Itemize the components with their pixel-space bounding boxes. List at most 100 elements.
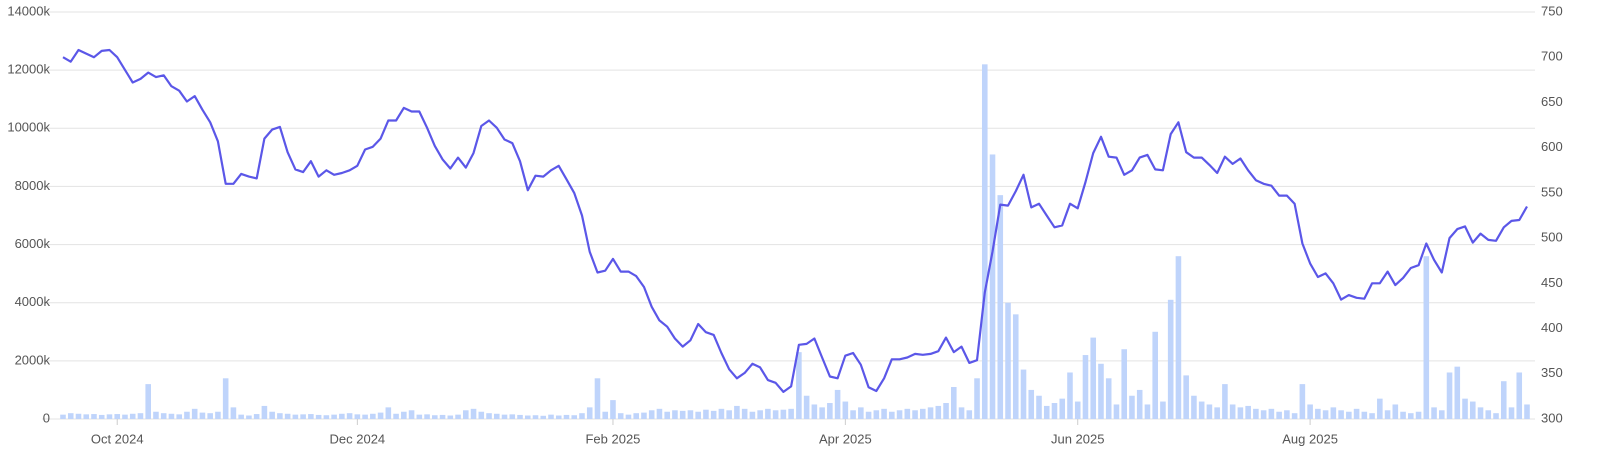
- volume-bar: [432, 415, 438, 419]
- volume-bar: [370, 413, 376, 419]
- volume-bar: [1346, 411, 1352, 419]
- volume-bar: [1322, 410, 1329, 419]
- volume-bar: [1454, 366, 1461, 419]
- volume-bar: [98, 414, 105, 419]
- volume-bar: [997, 195, 1004, 419]
- volume-bar: [1500, 381, 1507, 419]
- y2-tick-label: 450: [1541, 275, 1563, 290]
- volume-bar: [106, 414, 113, 419]
- volume-bar: [129, 413, 136, 419]
- volume-bar: [1005, 302, 1011, 419]
- volume-bar: [470, 408, 477, 419]
- volume-bar: [1446, 372, 1453, 419]
- volume-bar: [1198, 401, 1205, 419]
- volume-bar: [1160, 401, 1166, 419]
- volume-bar: [439, 414, 446, 419]
- volume-bar: [277, 413, 283, 419]
- volume-bar: [1338, 410, 1344, 419]
- volume-bar: [1237, 407, 1244, 419]
- volume-bar: [1423, 256, 1430, 419]
- volume-bar: [540, 415, 547, 419]
- volume-bar: [424, 414, 430, 419]
- volume-bar: [819, 407, 825, 419]
- y2-tick-label: 750: [1541, 3, 1563, 18]
- volume-bar: [710, 410, 717, 419]
- y-tick-label: 12000k: [7, 62, 50, 77]
- volume-bar: [772, 410, 779, 419]
- y-tick-label: 0: [43, 410, 50, 425]
- volume-bar: [1253, 408, 1259, 419]
- volume-bar: [834, 389, 841, 419]
- volume-bar: [1043, 405, 1050, 419]
- x-tick-label: Aug 2025: [1282, 431, 1338, 446]
- volume-bar: [238, 414, 244, 419]
- volume-bar: [664, 411, 670, 419]
- volume-bar: [1191, 395, 1197, 419]
- volume-bar: [501, 414, 508, 419]
- volume-bar: [1431, 407, 1437, 419]
- volume-bar: [648, 410, 655, 419]
- volume-bar: [83, 414, 90, 419]
- volume-bar: [765, 408, 771, 419]
- volume-bar: [734, 405, 740, 419]
- y-tick-label: 6000k: [15, 236, 51, 251]
- volume-bar: [455, 414, 461, 419]
- volume-bar: [656, 408, 663, 419]
- volume-bar: [1462, 398, 1468, 419]
- volume-bar: [571, 415, 578, 419]
- x-tick-label: Dec 2024: [330, 431, 386, 446]
- volume-bar: [401, 411, 407, 419]
- volume-bar: [122, 414, 128, 419]
- volume-bar: [1415, 411, 1422, 419]
- volume-bar: [981, 64, 988, 419]
- y2-tick-label: 550: [1541, 184, 1563, 199]
- volume-bar: [850, 410, 856, 419]
- volume-bar: [974, 378, 980, 419]
- y2-tick-label: 600: [1541, 139, 1563, 154]
- volume-bar: [1090, 337, 1097, 419]
- volume-bar: [145, 384, 151, 419]
- volume-bar: [718, 408, 725, 419]
- volume-bar: [1144, 404, 1151, 419]
- volume-bar: [1183, 375, 1189, 419]
- volume-bar: [1369, 413, 1375, 419]
- volume-bar: [75, 413, 82, 419]
- volume-bar: [207, 413, 213, 419]
- volume-bar: [1051, 403, 1058, 419]
- volume-bar: [493, 413, 500, 419]
- x-tick-label: Feb 2025: [585, 431, 640, 446]
- volume-bar: [1121, 349, 1127, 419]
- volume-bar: [1408, 413, 1414, 419]
- volume-bar: [741, 408, 748, 419]
- volume-bar: [246, 415, 252, 419]
- volume-bar: [896, 410, 903, 419]
- y-tick-label: 4000k: [15, 294, 51, 309]
- volume-bar: [168, 413, 175, 419]
- volume-bar: [1222, 384, 1228, 419]
- volume-bar: [811, 404, 818, 419]
- volume-bar: [1136, 389, 1143, 419]
- volume-bar: [633, 413, 639, 419]
- volume-bar: [1105, 378, 1112, 419]
- price-line: [62, 48, 1528, 393]
- volume-bar: [865, 411, 872, 419]
- volume-bar: [586, 407, 593, 419]
- volume-bar: [1439, 410, 1445, 419]
- y-tick-label: 2000k: [15, 352, 51, 367]
- volume-bar: [315, 414, 322, 419]
- volume-bar: [679, 410, 686, 419]
- volume-bar: [602, 411, 609, 419]
- volume-bar: [486, 413, 492, 419]
- volume-bar: [881, 408, 887, 419]
- volume-bar: [408, 410, 415, 419]
- volume-bar: [1028, 389, 1035, 419]
- y-tick-label: 10000k: [7, 120, 50, 135]
- volume-bar: [447, 415, 454, 419]
- volume-bar: [1152, 331, 1158, 419]
- volume-bar: [1361, 411, 1368, 419]
- volume-bar: [873, 410, 880, 419]
- volume-bar: [1493, 413, 1499, 419]
- volume-bar: [354, 414, 361, 419]
- volume-bar: [951, 387, 957, 419]
